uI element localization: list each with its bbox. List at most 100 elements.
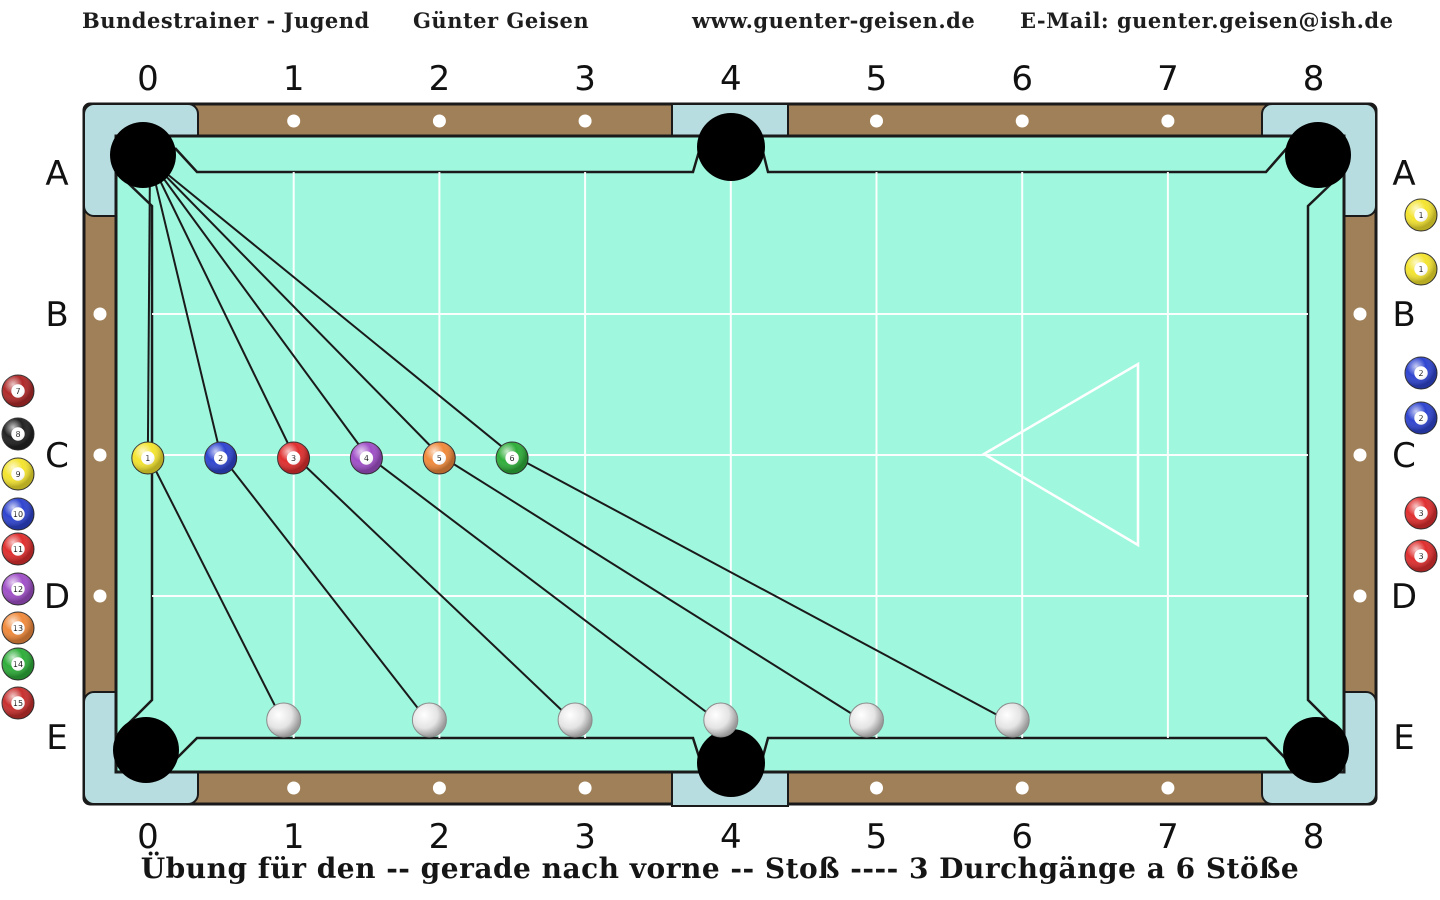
right-column-ball-3-shine bbox=[1405, 357, 1437, 389]
cue-ball-5 bbox=[849, 702, 884, 738]
right-column-ball-4-shine bbox=[1405, 402, 1437, 434]
aim-line-cue-6 bbox=[511, 454, 1013, 724]
object-ball-5: 5 bbox=[422, 441, 456, 475]
column-label-top-3: 3 bbox=[574, 59, 596, 99]
diamond-top-1 bbox=[287, 114, 301, 128]
object-ball-3-shine bbox=[277, 442, 310, 474]
left-column-ball-13: 13 bbox=[1, 611, 35, 645]
aim-line-object-2 bbox=[149, 159, 222, 456]
left-column-ball-15: 15 bbox=[1, 686, 35, 720]
footer-caption: Übung für den -- gerade nach vorne -- St… bbox=[140, 852, 1300, 885]
left-column-ball-11-shine bbox=[2, 533, 34, 565]
author-name: Günter Geisen bbox=[413, 8, 590, 33]
column-label-bottom-1: 1 bbox=[283, 817, 305, 857]
cue-ball-3 bbox=[557, 702, 593, 738]
object-ball-2-shine bbox=[204, 442, 237, 474]
pocket-bottom-right bbox=[1283, 717, 1349, 783]
pocket-top-left bbox=[110, 122, 176, 188]
diamond-top-6 bbox=[1015, 114, 1029, 128]
diamond-left-3 bbox=[93, 589, 107, 603]
diamond-bottom-1 bbox=[287, 781, 301, 795]
left-column-ball-9-shine bbox=[2, 458, 34, 490]
diamond-bottom-7 bbox=[1161, 781, 1175, 795]
diamond-bottom-3 bbox=[578, 781, 592, 795]
row-label-left-A: A bbox=[45, 154, 68, 194]
row-label-left-C: C bbox=[45, 436, 69, 476]
column-label-bottom-5: 5 bbox=[866, 817, 888, 857]
left-column-ball-14-shine bbox=[2, 648, 34, 680]
row-label-left-E: E bbox=[46, 718, 67, 758]
diamond-bottom-6 bbox=[1015, 781, 1029, 795]
coordinate-labels: 0 0 1 1 2 2 3 3 4 4 5 5 6 6 7 7 8 8 A A B B C C D D E E bbox=[44, 59, 1417, 857]
row-label-left-B: B bbox=[45, 295, 68, 335]
diamond-bottom-5 bbox=[870, 781, 883, 795]
column-label-top-8: 8 bbox=[1303, 59, 1325, 99]
cue-ball-6 bbox=[994, 702, 1030, 738]
diamond-top-5 bbox=[870, 114, 883, 128]
side-ball-columns: 789101112131415112233 bbox=[1, 198, 1438, 720]
left-column-ball-11: 11 bbox=[1, 532, 35, 566]
right-column-ball-3: 2 bbox=[1404, 356, 1438, 390]
pocket-top-right bbox=[1285, 122, 1351, 188]
aim-line-cue-5 bbox=[438, 454, 868, 724]
diamond-left-2 bbox=[93, 448, 107, 462]
aim-line-object-5 bbox=[149, 159, 440, 456]
aim-line-cue-2 bbox=[219, 454, 431, 724]
column-label-bottom-2: 2 bbox=[429, 817, 451, 857]
column-label-top-4: 4 bbox=[720, 59, 742, 99]
object-ball-3: 3 bbox=[277, 441, 311, 475]
left-column-ball-15-shine bbox=[2, 687, 34, 719]
aim-line-object-6 bbox=[149, 159, 513, 456]
rack-triangle bbox=[981, 361, 1140, 548]
table-balls: 1 2 3 4 5 6 bbox=[131, 441, 1030, 738]
column-label-bottom-6: 6 bbox=[1011, 817, 1033, 857]
left-column-ball-8: 8 bbox=[1, 417, 35, 451]
left-column-ball-9: 9 bbox=[1, 457, 35, 491]
cue-ball-4 bbox=[703, 702, 739, 738]
right-column-ball-2-shine bbox=[1405, 253, 1437, 285]
aim-line-cue-3 bbox=[292, 454, 576, 724]
object-ball-1-shine bbox=[131, 442, 164, 474]
coach-title: Bundestrainer - Jugend bbox=[82, 8, 370, 33]
object-ball-1: 1 bbox=[131, 441, 165, 475]
aim-line-object-3 bbox=[149, 159, 295, 456]
left-column-ball-13-shine bbox=[2, 612, 34, 644]
aim-line-cue-4 bbox=[365, 454, 722, 724]
row-label-right-E: E bbox=[1393, 718, 1414, 758]
diamond-top-2 bbox=[432, 114, 446, 128]
right-column-ball-1-shine bbox=[1405, 199, 1437, 231]
row-label-right-B: B bbox=[1392, 295, 1415, 335]
column-label-bottom-7: 7 bbox=[1157, 817, 1179, 857]
left-column-ball-14: 14 bbox=[1, 647, 35, 681]
right-column-ball-4: 2 bbox=[1404, 401, 1438, 435]
left-column-ball-10: 10 bbox=[1, 497, 35, 531]
object-ball-5-shine bbox=[423, 442, 456, 474]
left-column-ball-7: 7 bbox=[1, 374, 35, 408]
object-ball-4-shine bbox=[350, 442, 383, 474]
row-label-right-C: C bbox=[1392, 436, 1416, 476]
aiming-lines bbox=[146, 159, 1013, 724]
left-column-ball-10-shine bbox=[2, 498, 34, 530]
column-label-top-6: 6 bbox=[1011, 59, 1033, 99]
column-label-top-1: 1 bbox=[283, 59, 305, 99]
cue-ball-1 bbox=[266, 702, 302, 738]
pocket-bottom-middle bbox=[697, 729, 765, 797]
pocket-bottom-left bbox=[113, 717, 179, 783]
aim-line-object-4 bbox=[149, 159, 368, 456]
row-label-left-D: D bbox=[44, 577, 70, 617]
object-ball-4: 4 bbox=[349, 441, 383, 475]
column-label-bottom-3: 3 bbox=[574, 817, 596, 857]
right-column-ball-6-shine bbox=[1405, 540, 1437, 572]
object-ball-6-shine bbox=[496, 442, 529, 474]
diamond-left-1 bbox=[93, 307, 107, 321]
right-column-ball-6: 3 bbox=[1404, 539, 1438, 573]
right-column-ball-5-shine bbox=[1405, 497, 1437, 529]
diamond-top-7 bbox=[1161, 114, 1175, 128]
object-ball-2: 2 bbox=[204, 441, 238, 475]
aim-line-object-1 bbox=[146, 159, 151, 456]
row-label-right-A: A bbox=[1392, 154, 1415, 194]
row-label-right-D: D bbox=[1391, 577, 1417, 617]
column-label-bottom-8: 8 bbox=[1303, 817, 1325, 857]
object-ball-6: 6 bbox=[495, 441, 529, 475]
right-column-ball-2: 1 bbox=[1404, 252, 1438, 286]
